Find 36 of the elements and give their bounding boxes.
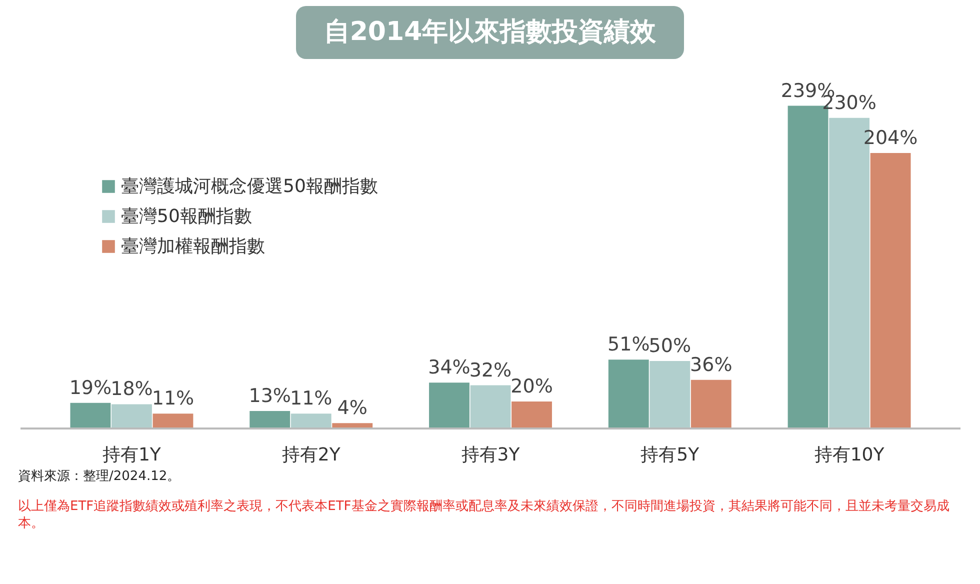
data-label: 11% [152, 388, 194, 410]
data-label: 11% [290, 388, 332, 410]
legend-label: 臺灣50報酬指數 [121, 205, 252, 228]
source-note: 資料來源：整理/2024.12。 [18, 468, 182, 486]
text: 以上僅為ETF追蹤指數績效或殖利率之表現，不代表本ETF基金之實際報酬率或配息率及未來績效保證，不同時間進場投資，其結果將可能不同，且並未考量交易成本。 [18, 498, 950, 533]
data-label: 32% [469, 359, 512, 382]
x-tick-label: 持有5Y [640, 444, 700, 466]
data-label: 4% [337, 397, 368, 420]
bar [650, 360, 690, 428]
bar [70, 402, 111, 428]
bar [429, 382, 470, 428]
data-label: 18% [110, 378, 153, 400]
data-label: 19% [69, 376, 112, 399]
data-label: 34% [428, 356, 470, 379]
legend-label: 臺灣加權報酬指數 [121, 235, 265, 258]
bar [152, 414, 194, 428]
x-tick-label: 持有2Y [282, 444, 342, 466]
bar [870, 153, 911, 428]
data-label: 50% [648, 334, 692, 357]
bar [512, 401, 552, 428]
data-label: 204% [863, 127, 918, 150]
x-tick-label: 持有3Y [461, 444, 521, 466]
legend-label: 臺灣護城河概念優選50報酬指數 [121, 175, 378, 198]
data-label: 36% [690, 354, 732, 376]
bar [290, 414, 332, 428]
x-tick-label: 持有10Y [814, 444, 886, 466]
x-tick-label: 持有1Y [102, 444, 162, 466]
bar [608, 360, 649, 428]
bar [250, 410, 290, 428]
data-label: 51% [608, 334, 650, 356]
bar [112, 404, 152, 428]
data-label: 13% [248, 384, 291, 407]
bar [470, 385, 511, 428]
chart-title: 自2014年以來指數投資績效 [296, 6, 684, 60]
bar [690, 380, 732, 428]
data-label: 20% [510, 375, 553, 398]
